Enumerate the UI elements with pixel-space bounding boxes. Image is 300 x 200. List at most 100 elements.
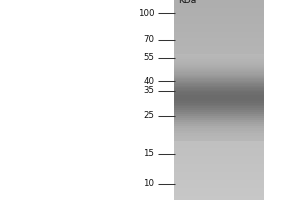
Bar (174, 81, 264, 82)
Bar (174, 83, 264, 84)
Bar (174, 168, 264, 170)
Bar (174, 156, 264, 158)
Bar (174, 90, 264, 91)
Bar (174, 126, 264, 128)
Bar (174, 38, 264, 40)
Bar (174, 128, 264, 131)
Bar (174, 96, 264, 98)
Bar (174, 62, 264, 64)
Bar (174, 160, 264, 162)
Bar (174, 198, 264, 200)
Bar (174, 138, 264, 140)
Bar (174, 70, 264, 71)
Bar (174, 101, 264, 103)
Bar (174, 18, 264, 20)
Bar (174, 58, 264, 60)
Bar (174, 72, 264, 74)
Bar (174, 59, 264, 60)
Bar (174, 106, 264, 108)
Bar (174, 133, 264, 136)
Bar (174, 178, 264, 180)
Bar (174, 50, 264, 52)
Bar (174, 108, 264, 110)
Bar (174, 152, 264, 154)
Bar (174, 154, 264, 156)
Bar (174, 174, 264, 176)
Bar (174, 40, 264, 42)
Bar (174, 91, 264, 92)
Bar (174, 176, 264, 178)
Bar (174, 52, 264, 54)
Bar (174, 106, 264, 108)
Bar (174, 140, 264, 142)
Bar (174, 184, 264, 186)
Bar (174, 142, 264, 144)
Bar (174, 105, 264, 106)
Bar (174, 122, 264, 124)
Bar (174, 28, 264, 30)
Bar (174, 86, 264, 88)
Bar (174, 84, 264, 86)
Bar (174, 98, 264, 100)
Bar (174, 124, 264, 126)
Bar (174, 114, 264, 116)
Bar (174, 186, 264, 188)
Bar (174, 10, 264, 12)
Bar (174, 114, 264, 116)
Bar (174, 24, 264, 26)
Bar (174, 103, 264, 105)
Bar (174, 78, 264, 79)
Bar (174, 80, 264, 82)
Bar (174, 74, 264, 75)
Bar (174, 0, 264, 2)
Bar (174, 94, 264, 95)
Bar (174, 60, 264, 61)
Bar (174, 4, 264, 6)
Text: 35: 35 (143, 86, 155, 95)
Bar (174, 88, 264, 90)
Bar (174, 72, 264, 74)
Bar (174, 148, 264, 150)
Bar (174, 76, 264, 78)
Bar (174, 116, 264, 118)
Bar (174, 110, 264, 112)
Bar (174, 138, 264, 141)
Bar (174, 92, 264, 94)
Bar (174, 74, 264, 76)
Text: 10: 10 (143, 179, 155, 188)
Bar (174, 94, 264, 96)
Bar (174, 196, 264, 198)
Bar (174, 190, 264, 192)
Text: 40: 40 (143, 77, 155, 86)
Bar (174, 104, 264, 106)
Bar (174, 77, 264, 78)
Bar (174, 57, 264, 58)
Bar (174, 66, 264, 67)
Bar (174, 64, 264, 66)
Bar (174, 98, 264, 100)
Bar (174, 170, 264, 172)
Bar (174, 64, 264, 65)
Bar (174, 14, 264, 16)
Bar (174, 48, 264, 50)
Bar (174, 22, 264, 24)
Bar (174, 136, 264, 138)
Bar (174, 92, 264, 94)
Bar (174, 30, 264, 32)
Bar (174, 120, 264, 122)
Bar (174, 86, 264, 87)
Bar (174, 100, 264, 101)
Bar (174, 58, 264, 59)
Bar (174, 84, 264, 86)
Bar (174, 112, 264, 114)
Bar (174, 54, 264, 56)
Bar (174, 136, 264, 138)
Bar (174, 180, 264, 182)
Bar (174, 8, 264, 10)
Bar (174, 68, 264, 70)
Bar (174, 68, 264, 69)
Bar (174, 69, 264, 70)
Bar (174, 20, 264, 22)
Bar (174, 100, 264, 102)
Bar (174, 82, 264, 84)
